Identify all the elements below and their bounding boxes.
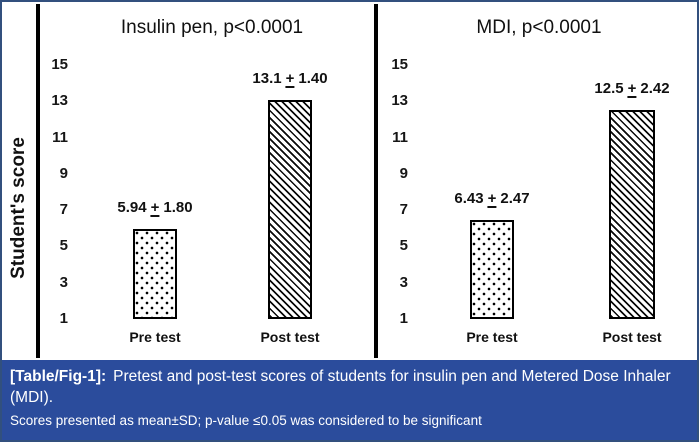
bar-value-label: 12.5 +2.42 [594,79,670,99]
bar-insulin-pre-test [133,229,177,319]
plus-minus-sign: + [627,80,637,98]
plus-minus-sign: + [285,70,295,88]
x-category-label: Pre test [466,329,518,345]
figure-caption: [Table/Fig-1]: Pretest and post-test scor… [2,360,697,440]
bar-insulin-post-test [268,100,312,319]
y-tick: 13 [51,92,68,109]
panel-title-mdi: MDI, p<0.0001 [476,17,602,38]
y-tick: 1 [59,310,68,327]
y-tick: 1 [399,310,408,327]
y-tick: 3 [59,274,68,291]
caption-body: Pretest and post-test scores of students… [10,368,671,406]
y-tick: 5 [399,237,408,254]
chart-area: Student's score Insulin pen, p<0.0001 MD… [2,2,697,360]
sd-value: 1.80 [163,199,193,216]
mean-value: 5.94 [117,199,147,216]
bar-group-insulin-post: 13.1 +1.40 Post test [252,2,327,360]
x-category-label: Post test [260,329,320,345]
sd-value: 2.47 [500,190,530,207]
bar-value-label: 6.43 +2.47 [454,189,530,209]
plus-minus-sign: + [487,190,497,208]
y-tick: 7 [59,201,68,218]
bar-value-label: 5.94 +1.80 [117,198,193,218]
y-axis-line-right-panel [374,4,378,358]
panel-title-insulin-pen: Insulin pen, p<0.0001 [120,17,304,38]
y-tick: 3 [399,274,408,291]
bar-group-insulin-pre: 5.94 +1.80 Pre test [117,2,192,360]
caption-line: [Table/Fig-1]: Pretest and post-test scor… [10,367,683,409]
sd-value: 1.40 [298,70,328,87]
mean-value: 12.5 [594,80,624,97]
y-tick: 11 [52,129,68,146]
y-axis-line-left-panel [36,4,40,358]
sd-value: 2.42 [640,80,670,97]
y-tick: 15 [391,56,408,73]
y-tick: 5 [59,237,68,254]
y-tick: 11 [392,129,408,146]
bar-mdi-pre-test [470,220,514,319]
y-tick: 9 [399,165,408,182]
y-tick: 13 [391,92,408,109]
y-tick: 7 [399,201,408,218]
y-tick: 9 [59,165,68,182]
y-tick: 15 [51,56,68,73]
bar-value-label: 13.1 +1.40 [252,69,328,89]
bar-mdi-post-test [609,110,655,319]
y-axis-title: Student's score [8,137,29,279]
mean-value: 13.1 [252,70,282,87]
caption-tag: [Table/Fig-1]: [10,368,107,385]
plus-minus-sign: + [150,199,160,217]
bar-group-mdi-post: 12.5 +2.42 Post test [594,2,669,360]
mean-value: 6.43 [454,190,484,207]
bar-group-mdi-pre: 6.43 +2.47 Pre test [454,2,529,360]
caption-note: Scores presented as mean±SD; p-value ≤0.… [10,412,482,428]
x-category-label: Post test [602,329,662,345]
x-category-label: Pre test [129,329,181,345]
